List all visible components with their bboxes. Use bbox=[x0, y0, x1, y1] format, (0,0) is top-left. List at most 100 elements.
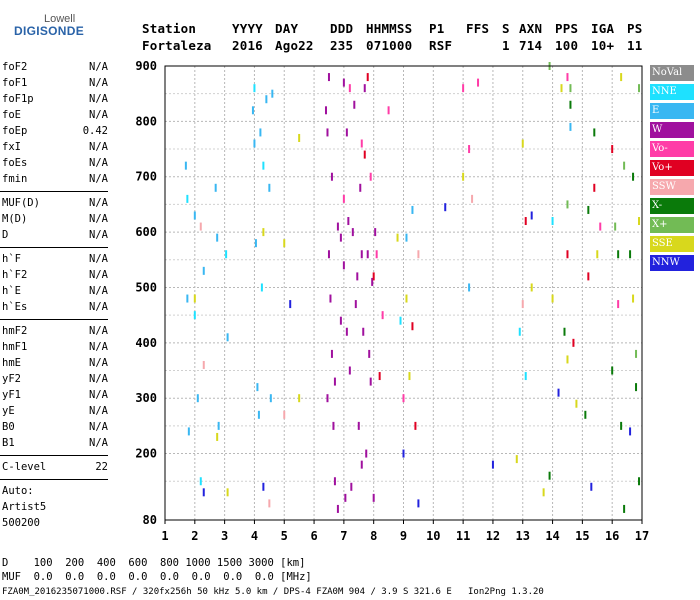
echo-point-e bbox=[186, 294, 189, 303]
echo-point-e bbox=[196, 394, 199, 403]
y-tick-label: 700 bbox=[135, 170, 157, 184]
echo-point-nnw bbox=[590, 482, 593, 491]
y-tick-label: 800 bbox=[135, 114, 157, 128]
param-row: M(D) N/A bbox=[2, 213, 108, 229]
echo-point-w bbox=[371, 277, 374, 286]
echo-point-x- bbox=[614, 222, 617, 231]
echo-point-w bbox=[342, 261, 345, 270]
echo-point-vo- bbox=[617, 300, 620, 309]
param-label: D bbox=[2, 229, 9, 241]
echo-point-nne bbox=[518, 327, 521, 336]
echo-point-w bbox=[348, 366, 351, 375]
logo-digisonde: DIGISONDE bbox=[14, 24, 85, 38]
echo-point-w bbox=[363, 84, 366, 93]
echo-point-e bbox=[214, 183, 217, 192]
echo-point-w bbox=[326, 394, 329, 403]
legend-item: X+ bbox=[650, 217, 694, 233]
param-label: hmF1 bbox=[2, 341, 28, 353]
echo-point-w bbox=[347, 217, 350, 226]
header-value-ps: 11 bbox=[627, 38, 643, 53]
echo-point-e bbox=[253, 139, 256, 148]
param-separator bbox=[0, 319, 108, 320]
echo-point-x- bbox=[569, 84, 572, 93]
echo-point-nne bbox=[186, 194, 189, 203]
param-label: M(D) bbox=[2, 213, 28, 225]
param-value: N/A bbox=[89, 197, 108, 209]
echo-point-w bbox=[356, 272, 359, 281]
param-row: B1 N/A bbox=[2, 437, 108, 453]
chart-points bbox=[184, 62, 641, 513]
echo-point-sse bbox=[396, 233, 399, 242]
echo-point-nnw bbox=[557, 388, 560, 397]
echo-point-x- bbox=[584, 410, 587, 419]
x-tick-label: 12 bbox=[486, 529, 500, 543]
echo-point-vo- bbox=[566, 73, 569, 82]
echo-point-w bbox=[333, 377, 336, 386]
echo-point-nnw bbox=[491, 460, 494, 469]
echo-point-x- bbox=[587, 205, 590, 214]
x-tick-label: 11 bbox=[456, 529, 470, 543]
param-label: B0 bbox=[2, 421, 15, 433]
echo-point-vo- bbox=[524, 217, 527, 226]
echo-point-sse bbox=[530, 283, 533, 292]
echo-point-vo- bbox=[414, 421, 417, 430]
echo-point-x- bbox=[635, 349, 638, 358]
legend-item: W bbox=[650, 122, 694, 138]
echo-point-e bbox=[268, 183, 271, 192]
echo-point-nnw bbox=[402, 449, 405, 458]
legend-item: Vo+ bbox=[650, 160, 694, 176]
echo-point-nne bbox=[399, 316, 402, 325]
file-info-footer: FZA0M_2016235071000.RSF / 320fx256h 50 k… bbox=[2, 587, 544, 597]
param-label: h`E bbox=[2, 285, 21, 297]
param-row: B0 N/A bbox=[2, 421, 108, 437]
header-label-p1: P1 bbox=[429, 21, 445, 36]
param-label: fxI bbox=[2, 141, 21, 153]
echo-point-x- bbox=[620, 421, 623, 430]
echo-point-x- bbox=[632, 172, 635, 181]
header-value-hhmmss: 071000 bbox=[366, 38, 413, 53]
echo-point-sse bbox=[560, 84, 563, 93]
param-row: h`Es N/A bbox=[2, 301, 108, 317]
x-tick-label: 2 bbox=[191, 529, 198, 543]
echo-point-nne bbox=[193, 311, 196, 320]
param-label: h`Es bbox=[2, 301, 28, 313]
y-tick-label: 900 bbox=[135, 59, 157, 73]
y-tick-label: 400 bbox=[135, 336, 157, 350]
echo-point-w bbox=[357, 421, 360, 430]
echo-point-w bbox=[351, 228, 354, 237]
echo-point-sse bbox=[596, 250, 599, 259]
echo-point-e bbox=[193, 211, 196, 220]
x-tick-label: 6 bbox=[310, 529, 317, 543]
echo-point-x- bbox=[629, 250, 632, 259]
echo-point-e bbox=[256, 383, 259, 392]
chart-axes: 1 2 3 4 5 6 7 8 9 10 11 12 13 14 15 16 17200300400500600… bbox=[135, 59, 649, 543]
echo-point-vo- bbox=[566, 250, 569, 259]
echo-point-vo- bbox=[348, 84, 351, 93]
autoscaling-label: Auto: bbox=[2, 485, 34, 497]
echo-point-sse bbox=[298, 133, 301, 142]
header-value-day: Ago22 bbox=[275, 38, 314, 53]
echo-point-x- bbox=[638, 84, 641, 93]
echo-point-e bbox=[265, 95, 268, 104]
legend-item: X- bbox=[650, 198, 694, 214]
echo-point-e bbox=[217, 421, 220, 430]
echo-point-e bbox=[405, 233, 408, 242]
echo-point-sse bbox=[298, 394, 301, 403]
param-value: N/A bbox=[89, 325, 108, 337]
echo-point-x- bbox=[593, 128, 596, 137]
echo-point-e bbox=[254, 239, 257, 248]
x-tick-label: 1 bbox=[161, 529, 168, 543]
param-value: N/A bbox=[89, 93, 108, 105]
legend-item: NNE bbox=[650, 84, 694, 100]
param-row: foEp 0.42 bbox=[2, 125, 108, 141]
echo-point-w bbox=[327, 73, 330, 82]
header-value-p1: RSF bbox=[429, 38, 453, 53]
echo-point-ssw bbox=[471, 194, 474, 203]
echo-point-sse bbox=[193, 294, 196, 303]
header-value-ddd: 235 bbox=[330, 38, 354, 53]
echo-point-e bbox=[184, 161, 187, 170]
echo-point-vo- bbox=[572, 338, 575, 347]
echo-point-e bbox=[468, 283, 471, 292]
param-value: N/A bbox=[89, 405, 108, 417]
echo-point-e bbox=[569, 122, 572, 131]
